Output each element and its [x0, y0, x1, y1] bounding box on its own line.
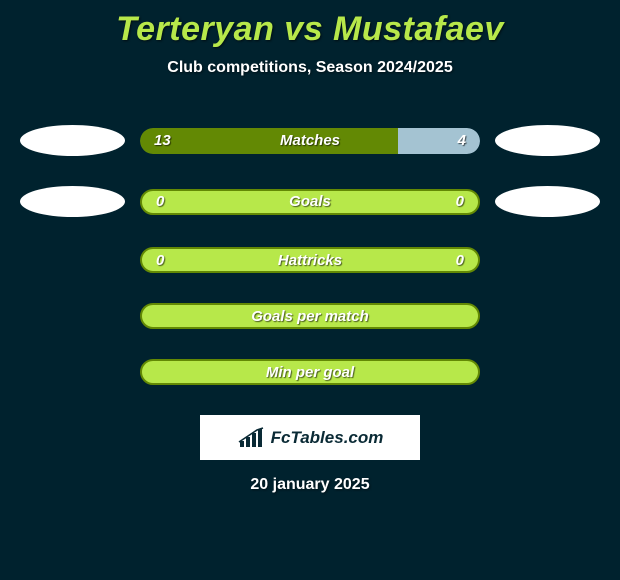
bar-right-fill [398, 128, 480, 154]
bar-left-fill [140, 128, 398, 154]
date-text: 20 january 2025 [0, 476, 620, 494]
stat-value-left: 13 [154, 132, 171, 149]
logo-text: FcTables.com [271, 428, 384, 448]
player-left-ellipse [20, 125, 125, 156]
stat-label: Hattricks [278, 252, 342, 269]
stat-value-right: 0 [456, 252, 464, 269]
stat-row: Min per goal [0, 359, 620, 385]
stat-label: Goals [289, 193, 331, 210]
stat-row: 0 Hattricks 0 [0, 247, 620, 273]
stat-value-left: 0 [156, 193, 164, 210]
stat-row: Goals per match [0, 303, 620, 329]
chart-icon [237, 427, 265, 449]
stat-bar: Min per goal [140, 359, 480, 385]
stat-bar: Goals per match [140, 303, 480, 329]
stat-label: Min per goal [266, 364, 354, 381]
player-left-ellipse [20, 186, 125, 217]
stat-bar: 0 Goals 0 [140, 189, 480, 215]
stat-value-left: 0 [156, 252, 164, 269]
stat-value-right: 0 [456, 193, 464, 210]
stat-row: 0 Goals 0 [0, 186, 620, 217]
stat-bar: 0 Hattricks 0 [140, 247, 480, 273]
logo-box: FcTables.com [200, 415, 420, 460]
player-right-ellipse [495, 125, 600, 156]
page-title: Terteryan vs Mustafaev [0, 0, 620, 49]
stat-label: Goals per match [251, 308, 369, 325]
stat-bar: 13 Matches 4 [140, 128, 480, 154]
player-right-ellipse [495, 186, 600, 217]
stats-container: 13 Matches 4 0 Goals 0 0 Hattricks 0 Goals per ma… [0, 125, 620, 385]
subtitle: Club competitions, Season 2024/2025 [0, 59, 620, 77]
stat-value-right: 4 [458, 132, 466, 149]
stat-label: Matches [280, 132, 340, 149]
stat-row: 13 Matches 4 [0, 125, 620, 156]
